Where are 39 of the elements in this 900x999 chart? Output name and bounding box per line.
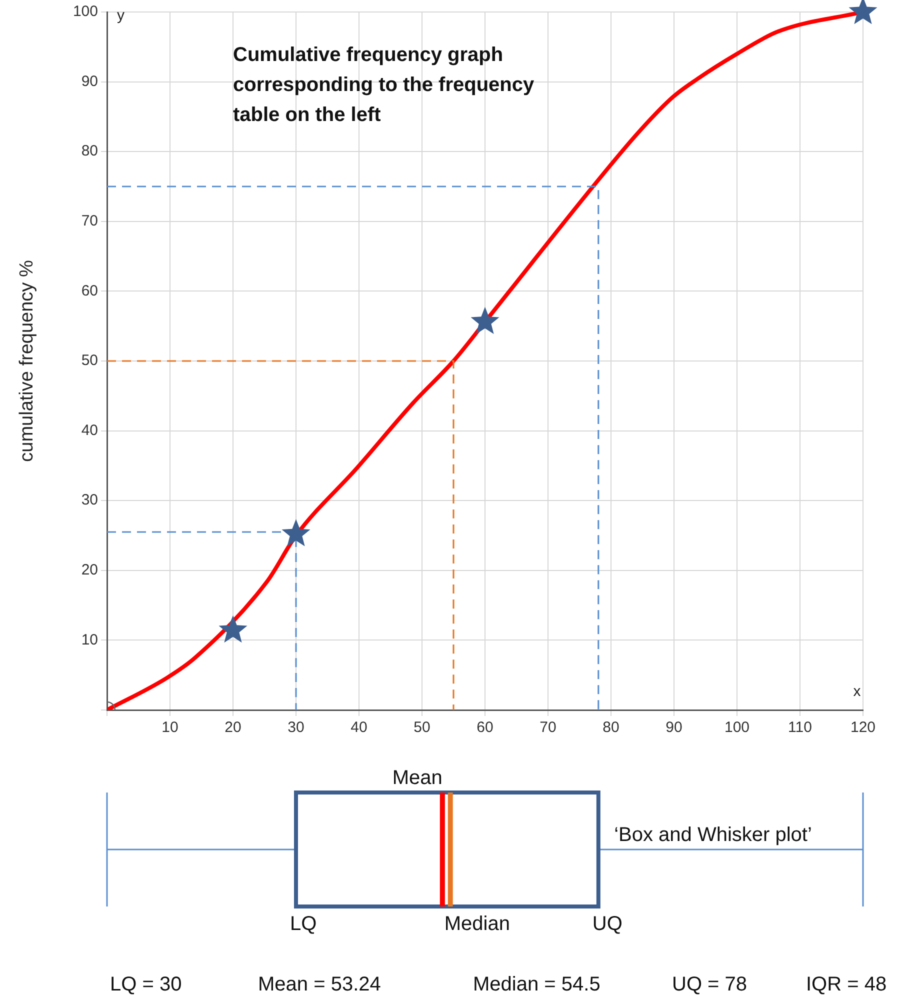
x-tick-label: 80 <box>602 719 620 736</box>
point <box>218 615 248 643</box>
annotation: x <box>853 683 862 700</box>
text: LQ <box>290 913 317 936</box>
text: Median <box>444 913 510 936</box>
text: IQR = 48 <box>806 974 887 996</box>
x-tick-label: 100 <box>724 719 750 736</box>
x-tick-label: 120 <box>850 719 876 736</box>
text: Median = 54.5 <box>473 974 600 996</box>
text: Mean = 53.24 <box>258 974 381 996</box>
y-tick-label: 40 <box>81 422 98 439</box>
annotation: y <box>117 7 125 24</box>
y-tick-label: 60 <box>81 282 98 300</box>
y-tick-label: 10 <box>81 631 98 648</box>
y-tick-label: 20 <box>81 562 98 579</box>
y-tick-label: 90 <box>81 72 98 90</box>
point <box>470 306 500 334</box>
y-tick-label: 70 <box>81 212 98 230</box>
x-tick-label: 40 <box>350 719 368 736</box>
text: LQ = 30 <box>110 974 182 996</box>
x-tick-label: 90 <box>666 719 682 736</box>
text: Mean <box>392 767 442 790</box>
point <box>282 519 310 546</box>
y-tick-label: 50 <box>81 352 98 370</box>
text: ‘Box and Whisker plot’ <box>614 824 812 846</box>
x-tick-label: 20 <box>224 719 242 736</box>
x-tick-label: 110 <box>788 719 812 736</box>
y-tick-label: 80 <box>81 142 98 160</box>
x-tick-label: 50 <box>414 719 430 736</box>
y-tick-label: 100 <box>72 3 98 20</box>
y-tick-label: 30 <box>81 492 98 509</box>
x-tick-label: 10 <box>162 719 178 736</box>
y-axis-title: cumulative frequency % <box>16 260 38 462</box>
x-tick-label: 70 <box>540 719 556 736</box>
text: Cumulative frequency graph corresponding to the frequency table on the left <box>233 43 536 128</box>
x-tick-label: 60 <box>476 719 494 736</box>
text: UQ <box>592 913 622 936</box>
text: UQ = 78 <box>672 974 748 996</box>
x-tick-label: 30 <box>288 719 304 736</box>
